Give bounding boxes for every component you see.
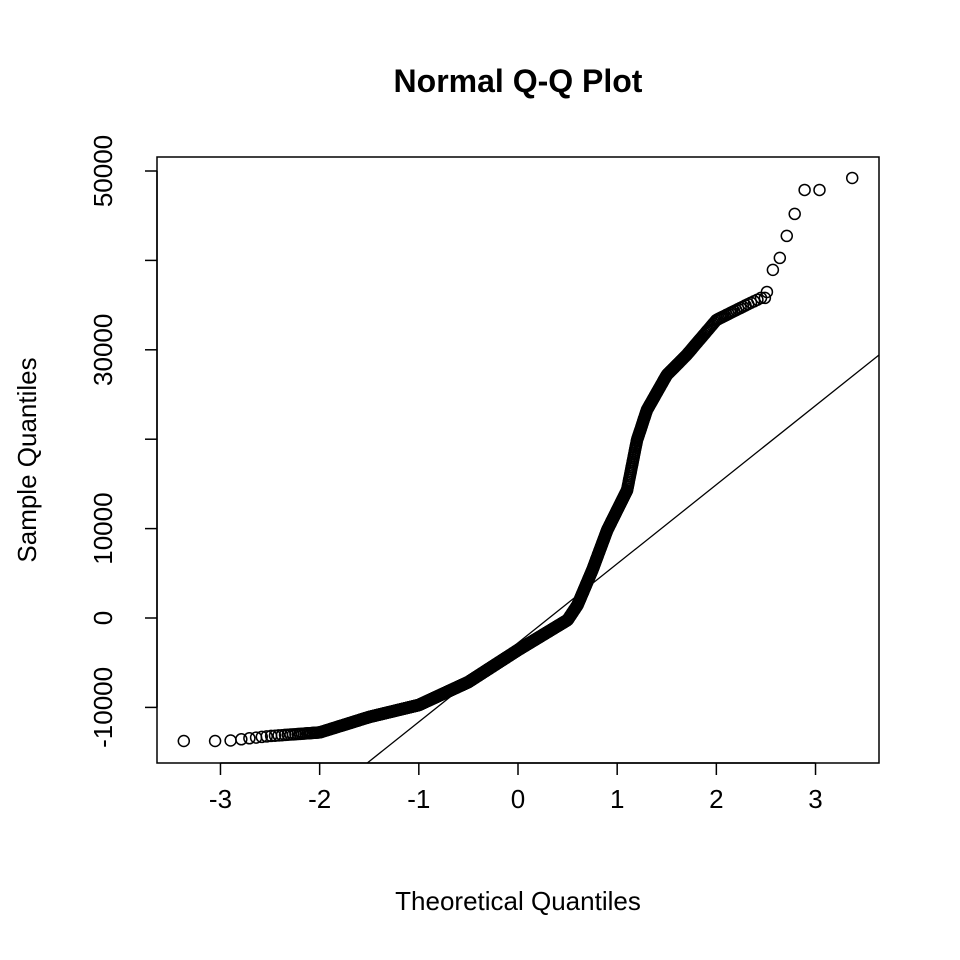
data-point (780, 229, 794, 243)
x-axis: -3 -2 -1 0 1 2 3 (209, 762, 823, 814)
data-point (813, 183, 826, 197)
data-point (788, 207, 801, 221)
data-point (243, 732, 256, 745)
plot-frame (156, 156, 880, 764)
data-point (773, 251, 787, 265)
x-tick-label: -1 (407, 784, 430, 814)
reference-line-group (366, 354, 880, 764)
data-point (224, 734, 237, 747)
data-point (845, 171, 859, 185)
data-point (798, 183, 811, 197)
qq-reference-line (366, 354, 880, 764)
data-point (760, 285, 774, 299)
data-points (177, 171, 859, 748)
data-point (268, 729, 282, 742)
data-point (758, 291, 772, 305)
data-point (208, 734, 222, 748)
y-axis-title: Sample Quantiles (12, 357, 42, 562)
y-tick-label: 50000 (88, 135, 118, 207)
x-tick-label: 0 (511, 784, 525, 814)
data-point (766, 263, 780, 277)
x-axis-title: Theoretical Quantiles (395, 886, 641, 916)
data-point (255, 730, 269, 744)
y-tick-label: 0 (88, 611, 118, 625)
x-tick-label: -2 (308, 784, 331, 814)
data-point (260, 730, 273, 743)
x-tick-label: 1 (610, 784, 624, 814)
x-tick-label: -3 (209, 784, 232, 814)
y-tick-label: 30000 (88, 314, 118, 386)
chart-title: Normal Q-Q Plot (394, 63, 643, 99)
x-tick-label: 3 (808, 784, 822, 814)
y-tick-label: -10000 (88, 667, 118, 748)
y-tick-label: 10000 (88, 492, 118, 564)
data-point (177, 734, 191, 748)
y-axis: -10000 0 10000 30000 50000 (88, 135, 158, 748)
data-point (235, 733, 248, 746)
x-tick-label: 2 (709, 784, 723, 814)
